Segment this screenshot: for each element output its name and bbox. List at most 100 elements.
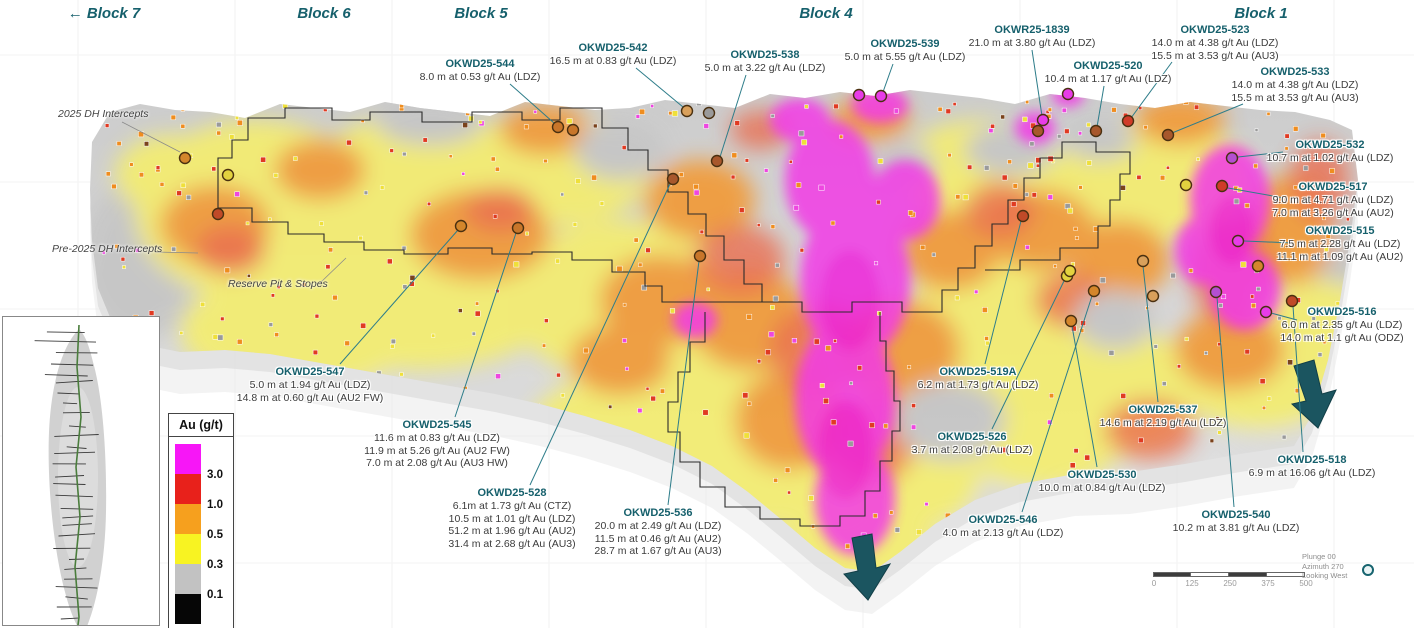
- inset-drill-trace: [53, 483, 86, 485]
- inset-drill-trace: [60, 617, 79, 620]
- intercept-square: [314, 313, 320, 319]
- intercept-text: 10.7 m at 1.02 g/t Au (LDZ): [1266, 152, 1394, 164]
- intercept-square: [937, 106, 943, 112]
- intercept-text: 10.4 m at 1.17 g/t Au (LDZ): [1044, 73, 1172, 85]
- intercept-square: [1095, 301, 1099, 306]
- intercept-square: [988, 128, 994, 134]
- intercept-square: [1189, 419, 1194, 423]
- intercept-square: [1233, 198, 1240, 205]
- intercept-square: [747, 401, 752, 406]
- intercept-text: 11.5 m at 0.46 g/t Au (AU2): [594, 532, 722, 545]
- intercept-square: [1170, 272, 1176, 279]
- intercept-square: [1047, 155, 1054, 162]
- intercept-square: [1177, 364, 1181, 369]
- intercept-text: 14.0 m at 4.38 g/t Au (LDZ): [1151, 37, 1279, 49]
- intercept-square: [387, 258, 393, 265]
- intercept-square: [234, 115, 239, 120]
- intercept-square: [757, 359, 762, 364]
- drillhole-id: OKWD25-532: [1295, 139, 1365, 151]
- intercept-square: [379, 185, 385, 190]
- intercept-square: [985, 340, 990, 346]
- intercept-square: [625, 366, 629, 371]
- intercept-square: [101, 250, 106, 255]
- intercept-square: [920, 244, 926, 250]
- intercept-square: [1022, 116, 1028, 122]
- intercept-square: [764, 168, 769, 173]
- intercept-square: [200, 301, 206, 307]
- intercept-square: [622, 302, 627, 307]
- drillhole-id: OKWD25-523: [1180, 24, 1250, 36]
- drillhole-annotation: OKWD25-528 6.1m at 1.73 g/t Au (CTZ) 10.5 …: [448, 487, 575, 550]
- intercept-square: [1311, 316, 1316, 321]
- intercept-square: [224, 267, 231, 274]
- intercept-square: [787, 490, 791, 495]
- intercept-square: [111, 183, 117, 190]
- intercept-square: [1161, 381, 1167, 386]
- intercept-square: [893, 108, 899, 114]
- intercept-square: [104, 123, 110, 128]
- drillhole-id: OKWD25-539: [870, 38, 940, 50]
- scale-segment: [1229, 572, 1267, 577]
- intercept-text: 11.6 m at 0.83 g/t Au (LDZ): [374, 432, 500, 444]
- intercept-square: [268, 322, 273, 327]
- legend-title: Au (g/t): [169, 414, 233, 437]
- intercept-text: 11.1 m at 1.09 g/t Au (AU2): [1276, 250, 1404, 263]
- drillhole-id: OKWD25-528: [477, 487, 547, 499]
- intercept-square: [276, 285, 281, 289]
- intercept-square: [1293, 185, 1298, 190]
- plunge-arrow: [843, 533, 892, 601]
- intercept-square: [872, 513, 878, 519]
- drillhole-annotation: OKWD25-545 11.6 m at 0.83 g/t Au (LDZ) 11.…: [364, 419, 510, 470]
- intercept-square: [746, 313, 753, 320]
- side-label: 2025 DH Intercepts: [58, 108, 149, 120]
- intercept-square: [312, 349, 318, 355]
- intercept-square: [1204, 351, 1208, 355]
- intercept-square: [739, 207, 745, 213]
- intercept-square: [431, 333, 436, 338]
- intercept-square: [1001, 174, 1008, 181]
- intercept-square: [167, 105, 172, 109]
- intercept-square: [693, 189, 700, 196]
- drillhole-annotation: OKWD25-526 3.7 m at 2.08 g/t Au (LDZ): [912, 431, 1033, 457]
- intercept-square: [706, 287, 711, 292]
- intercept-square: [360, 119, 365, 123]
- intercept-square: [1259, 378, 1266, 385]
- intercept-square: [1047, 194, 1053, 200]
- intercept-square: [1237, 187, 1243, 193]
- inset-drill-trace: [55, 380, 93, 384]
- intercept-square: [458, 308, 463, 313]
- intercept-square: [667, 182, 673, 187]
- intercept-square: [332, 294, 338, 301]
- intercept-square: [260, 156, 266, 163]
- intercept-square: [1294, 388, 1300, 394]
- drillhole-id: OKWD25-538: [730, 49, 800, 61]
- legend-swatch: [175, 534, 201, 564]
- intercept-square: [799, 248, 805, 253]
- intercept-square: [1047, 419, 1053, 425]
- intercept-square: [833, 103, 839, 110]
- inset-section-line: [74, 324, 82, 628]
- intercept-square: [358, 235, 363, 241]
- block-label: Block 5: [454, 5, 508, 22]
- legend-entries: 3.0 1.0 0.5 0.3 0.1: [169, 437, 233, 628]
- intercept-square: [731, 152, 738, 159]
- drillhole-id: OKWD25-517: [1298, 181, 1368, 193]
- intercept-square: [155, 165, 161, 170]
- intercept-square: [616, 265, 623, 272]
- intercept-square: [448, 154, 453, 159]
- drillhole-annotation: OKWD25-532 10.7 m at 1.02 g/t Au (LDZ): [1267, 139, 1394, 165]
- intercept-text: 8.0 m at 0.53 g/t Au (LDZ): [419, 71, 541, 83]
- intercept-square: [1346, 217, 1350, 222]
- intercept-square: [135, 248, 140, 253]
- intercept-square: [390, 344, 395, 349]
- intercept-square: [808, 495, 814, 501]
- intercept-square: [390, 338, 396, 344]
- intercept-square: [889, 510, 894, 515]
- drillhole-annotation: OKWD25-518 6.9 m at 16.06 g/t Au (LDZ): [1249, 454, 1376, 480]
- intercept-square: [1012, 183, 1018, 189]
- drillhole-id: OKWD25-536: [623, 507, 693, 519]
- drillhole-annotation: OKWD25-540 10.2 m at 3.81 g/t Au (LDZ): [1173, 509, 1300, 535]
- intercept-square: [1166, 165, 1170, 170]
- intercept-square: [1266, 112, 1271, 116]
- drillhole-id: OKWR25-1839: [994, 24, 1070, 36]
